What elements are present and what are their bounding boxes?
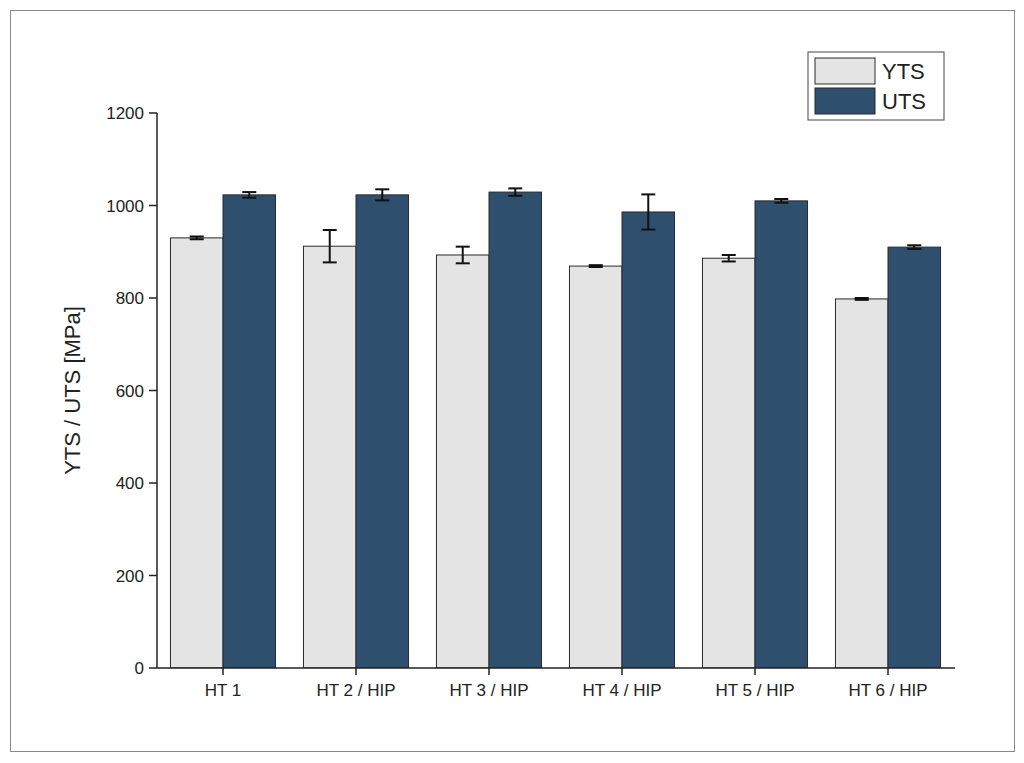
error-bar-line <box>774 202 788 204</box>
y-tick-label: 200 <box>116 567 144 586</box>
error-bar <box>456 247 470 264</box>
error-bar <box>641 194 655 229</box>
bar <box>569 266 622 668</box>
error-bar <box>508 188 522 195</box>
bar <box>489 192 542 668</box>
x-tick-label: HT 4 / HIP <box>582 681 661 700</box>
error-bar-line <box>641 229 655 231</box>
error-bar-line <box>647 194 649 229</box>
error-bar-line <box>589 266 603 268</box>
legend: YTS UTS <box>808 52 944 120</box>
y-tick <box>149 390 157 392</box>
error-bar <box>190 236 204 239</box>
x-tick <box>887 668 889 675</box>
error-bar-line <box>456 246 470 248</box>
x-tick <box>754 668 756 675</box>
legend-box <box>808 52 944 120</box>
bar <box>436 255 489 668</box>
y-tick <box>149 667 157 669</box>
x-tick <box>222 668 224 675</box>
y-tick <box>149 112 157 114</box>
error-bar-line <box>508 195 522 197</box>
x-tick-label: HT 5 / HIP <box>715 681 794 700</box>
x-tick-label: HT 3 / HIP <box>449 681 528 700</box>
figure-frame <box>11 11 1015 752</box>
y-tick <box>149 205 157 207</box>
legend-swatch <box>815 88 875 114</box>
error-bar-line <box>641 193 655 195</box>
bar <box>356 195 409 668</box>
chart-container: 0 200 400 600 800 1000 1200 HT 1 HT 2 / HIP HT 3 … <box>0 0 1024 763</box>
bar <box>170 238 223 668</box>
y-tick-label: 1000 <box>106 197 144 216</box>
error-bar-line <box>722 254 736 256</box>
bar <box>755 201 808 668</box>
error-bar <box>722 255 736 261</box>
error-bar-line <box>190 238 204 240</box>
bar <box>622 212 675 668</box>
error-bar-line <box>190 235 204 237</box>
error-bar <box>589 265 603 267</box>
error-bar-line <box>855 299 869 301</box>
error-bar-line <box>907 244 921 246</box>
y-tick-label: 400 <box>116 474 144 493</box>
error-bar <box>323 230 337 262</box>
error-bar-line <box>514 188 516 195</box>
bar <box>835 299 888 668</box>
error-bar-line <box>589 264 603 266</box>
error-bar <box>242 192 256 198</box>
x-tick <box>355 668 357 675</box>
error-bar-line <box>242 191 256 193</box>
x-tick <box>621 668 623 675</box>
error-bar-line <box>774 198 788 200</box>
y-tick-label: 800 <box>116 289 144 308</box>
error-bar-line <box>323 261 337 263</box>
legend-label: YTS <box>882 59 925 84</box>
bar <box>223 195 276 668</box>
x-tick-label: HT 6 / HIP <box>848 681 927 700</box>
x-tick <box>488 668 490 675</box>
error-bar-line <box>375 199 389 201</box>
bar <box>702 258 755 668</box>
error-bar-line <box>381 189 383 200</box>
legend-swatch <box>815 58 875 84</box>
legend-label: UTS <box>882 89 926 114</box>
bar <box>303 246 356 668</box>
y-tick-label: 1200 <box>106 104 144 123</box>
x-tick-label: HT 2 / HIP <box>316 681 395 700</box>
error-bar-line <box>375 188 389 190</box>
bar <box>888 247 941 668</box>
error-bar-line <box>722 260 736 262</box>
y-tick <box>149 297 157 299</box>
error-bar-line <box>462 247 464 264</box>
x-axis-line <box>157 667 955 669</box>
error-bar <box>855 298 869 300</box>
y-tick-label: 0 <box>135 659 144 678</box>
error-bar <box>375 189 389 200</box>
bars <box>170 188 940 668</box>
error-bar-line <box>907 248 921 250</box>
y-axis-label: YTS / UTS [MPa] <box>60 306 85 475</box>
error-bar-line <box>508 187 522 189</box>
error-bar-line <box>242 197 256 199</box>
x-tick-label: HT 1 <box>205 681 242 700</box>
chart-svg: 0 200 400 600 800 1000 1200 HT 1 HT 2 / HIP HT 3 … <box>0 0 1024 763</box>
error-bar-line <box>456 262 470 264</box>
error-bar-line <box>323 229 337 231</box>
error-bar-line <box>855 297 869 299</box>
error-bar-line <box>329 230 331 262</box>
y-tick <box>149 482 157 484</box>
y-tick <box>149 575 157 577</box>
error-bar <box>907 245 921 249</box>
y-tick-label: 600 <box>116 382 144 401</box>
error-bar <box>774 199 788 203</box>
